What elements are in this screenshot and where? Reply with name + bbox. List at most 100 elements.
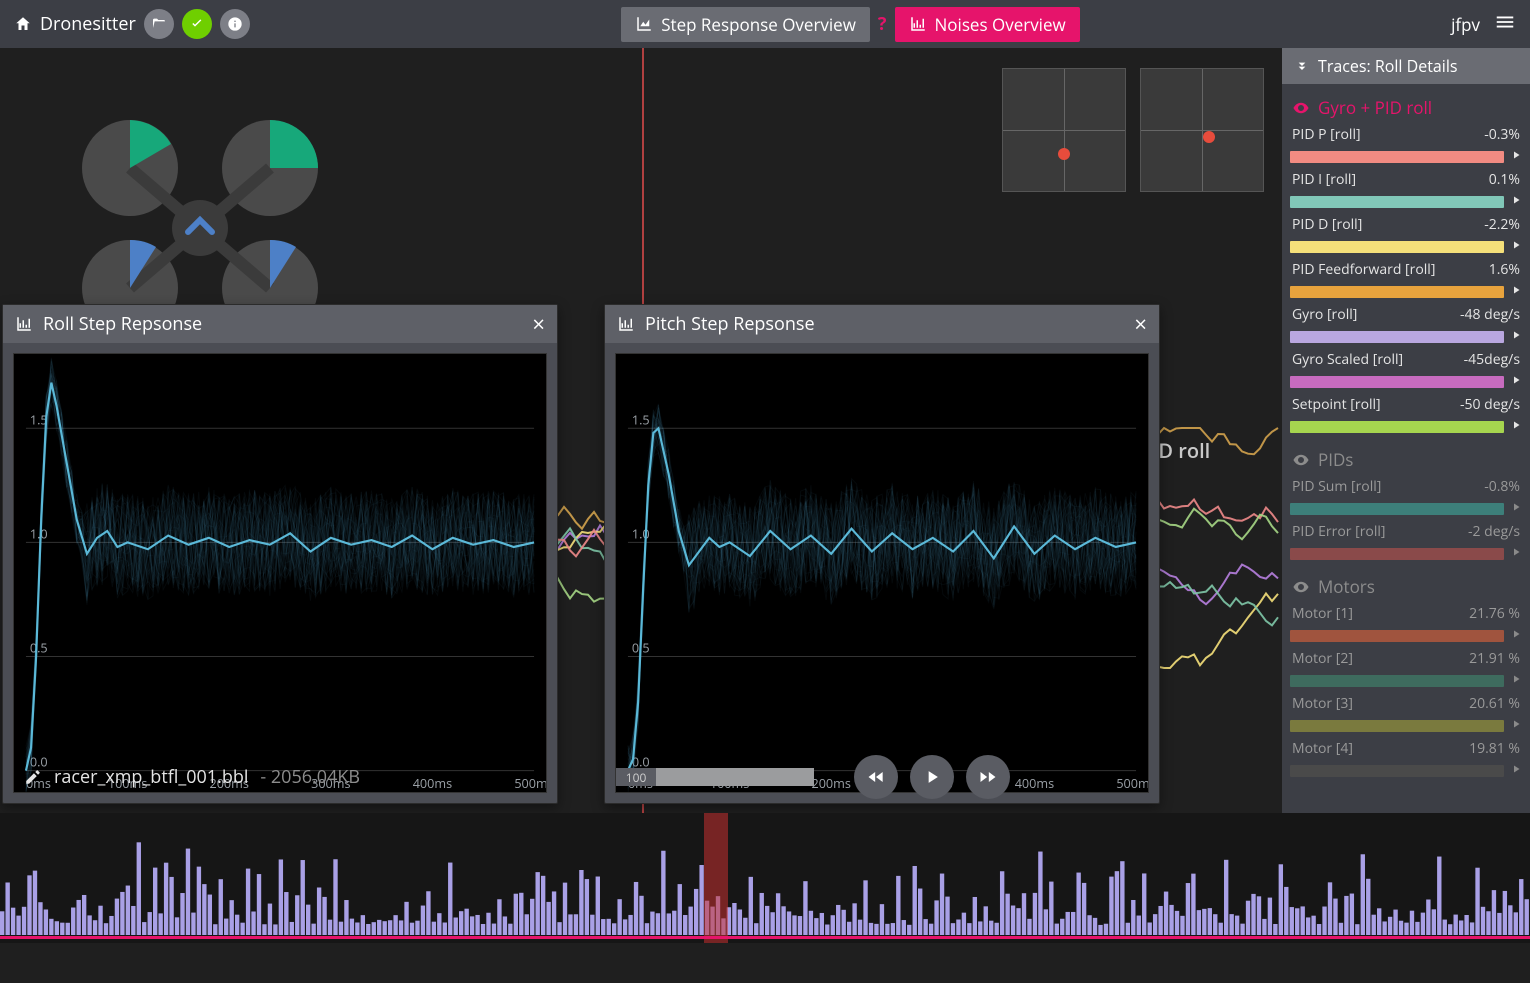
close-icon[interactable]: × — [532, 313, 545, 335]
trace-play-button[interactable] — [1510, 192, 1522, 211]
trace-label: Gyro [roll] — [1292, 305, 1357, 324]
trace-label: PID P [roll] — [1292, 125, 1361, 144]
stick-pad-right[interactable] — [1140, 68, 1264, 192]
file-size: 2056.04KB — [271, 765, 360, 789]
brand-home[interactable]: Dronesitter — [14, 12, 136, 36]
trace-label: PID Sum [roll] — [1292, 477, 1381, 496]
status-ok-button[interactable] — [182, 9, 212, 39]
trace-color-bar[interactable] — [1290, 630, 1504, 642]
timeline[interactable] — [0, 813, 1530, 943]
trace-row: PID D [roll] -2.2% — [1290, 215, 1522, 256]
info-button[interactable] — [220, 9, 250, 39]
trace-label: Motor [4] — [1292, 739, 1353, 758]
trace-value: -45deg/s — [1464, 350, 1520, 369]
tab-noise-label: Noises Overview — [935, 13, 1066, 36]
chart-bar-icon — [909, 15, 927, 33]
svg-text:0.5: 0.5 — [30, 639, 48, 657]
main-area: PID roll Roll Step Repsonse × 0.00.51.01… — [0, 48, 1530, 813]
trace-play-button[interactable] — [1510, 282, 1522, 301]
trace-row: Motor [1] 21.76 % — [1290, 604, 1522, 645]
trace-color-bar[interactable] — [1290, 720, 1504, 732]
section-toggle-gyro_pid_roll[interactable]: Gyro + PID roll — [1292, 96, 1522, 119]
tab-step-label: Step Response Overview — [661, 13, 856, 36]
trace-row: Setpoint [roll] -50 deg/s — [1290, 395, 1522, 436]
close-icon[interactable]: × — [1134, 313, 1147, 335]
trace-row: PID Sum [roll] -0.8% — [1290, 477, 1522, 518]
trace-label: Motor [2] — [1292, 649, 1353, 668]
trace-color-bar[interactable] — [1290, 376, 1504, 388]
trace-value: 20.61 % — [1469, 694, 1520, 713]
trace-color-bar[interactable] — [1290, 331, 1504, 343]
trace-play-button[interactable] — [1510, 237, 1522, 256]
trace-row: PID Feedforward [roll] 1.6% — [1290, 260, 1522, 301]
trace-color-bar[interactable] — [1290, 241, 1504, 253]
trace-play-button[interactable] — [1510, 544, 1522, 563]
play-button[interactable] — [910, 755, 954, 799]
trace-row: PID I [roll] 0.1% — [1290, 170, 1522, 211]
menu-button[interactable] — [1494, 11, 1516, 38]
sidebar-section-motors: Motors Motor [1] 21.76 % Motor [2] 21. — [1282, 575, 1530, 780]
timeline-cursor[interactable] — [704, 813, 728, 943]
chart-bar-icon — [15, 315, 33, 333]
sidebar-section-pids: PIDs PID Sum [roll] -0.8% PID Error [rol… — [1282, 448, 1530, 563]
trace-label: Motor [1] — [1292, 604, 1353, 623]
trace-color-bar[interactable] — [1290, 286, 1504, 298]
trace-play-button[interactable] — [1510, 761, 1522, 780]
trace-play-button[interactable] — [1510, 716, 1522, 735]
window-roll-step: Roll Step Repsonse × 0.00.51.01.50ms100m… — [2, 304, 558, 804]
info-icon — [227, 16, 243, 32]
sidebar-header[interactable]: Traces: Roll Details — [1282, 48, 1530, 84]
chart-roll-step[interactable]: 0.00.51.01.50ms100ms200ms300ms400ms500ms — [13, 353, 547, 793]
bars-icon — [1494, 11, 1516, 33]
load-bar — [656, 768, 814, 786]
play-icon — [922, 767, 942, 787]
help-icon[interactable]: ? — [878, 12, 887, 36]
trace-color-bar[interactable] — [1290, 675, 1504, 687]
section-toggle-motors[interactable]: Motors — [1292, 575, 1522, 598]
trace-play-button[interactable] — [1510, 626, 1522, 645]
forward-icon — [978, 767, 998, 787]
fastfwd-button[interactable] — [966, 755, 1010, 799]
open-file-button[interactable] — [144, 9, 174, 39]
chart-line-icon — [635, 15, 653, 33]
trace-value: 21.91 % — [1469, 649, 1520, 668]
trace-play-button[interactable] — [1510, 671, 1522, 690]
trace-play-button[interactable] — [1510, 372, 1522, 391]
trace-color-bar[interactable] — [1290, 196, 1504, 208]
trace-label: Setpoint [roll] — [1292, 395, 1381, 414]
trace-row: Motor [2] 21.91 % — [1290, 649, 1522, 690]
tab-step-response[interactable]: Step Response Overview — [621, 7, 870, 42]
trace-color-bar[interactable] — [1290, 548, 1504, 560]
trace-color-bar[interactable] — [1290, 765, 1504, 777]
file-info[interactable]: racer_xmp_btfl_001.bbl - 2056.04KB — [24, 765, 360, 789]
window-pitch-titlebar[interactable]: Pitch Step Repsonse × — [605, 305, 1159, 343]
edit-icon — [24, 768, 42, 786]
trace-row: PID P [roll] -0.3% — [1290, 125, 1522, 166]
trace-value: 0.1% — [1489, 170, 1520, 189]
folder-open-icon — [151, 16, 167, 32]
tab-noises[interactable]: Noises Overview — [895, 7, 1080, 42]
rewind-button[interactable] — [854, 755, 898, 799]
trace-play-button[interactable] — [1510, 499, 1522, 518]
trace-color-bar[interactable] — [1290, 503, 1504, 515]
window-roll-titlebar[interactable]: Roll Step Repsonse × — [3, 305, 557, 343]
trace-color-bar[interactable] — [1290, 421, 1504, 433]
transport-controls — [854, 755, 1010, 799]
trace-label: Motor [3] — [1292, 694, 1353, 713]
trace-value: -50 deg/s — [1460, 395, 1520, 414]
section-toggle-pids[interactable]: PIDs — [1292, 448, 1522, 471]
user-label[interactable]: jfpv — [1451, 13, 1480, 36]
trace-row: PID Error [roll] -2 deg/s — [1290, 522, 1522, 563]
trace-color-bar[interactable] — [1290, 151, 1504, 163]
timeline-baseline — [0, 936, 1530, 939]
trace-label: Gyro Scaled [roll] — [1292, 350, 1403, 369]
trace-value: -2.2% — [1484, 215, 1520, 234]
trace-value: -0.8% — [1484, 477, 1520, 496]
trace-play-button[interactable] — [1510, 327, 1522, 346]
trace-play-button[interactable] — [1510, 147, 1522, 166]
file-name: racer_xmp_btfl_001.bbl — [54, 765, 248, 789]
trace-play-button[interactable] — [1510, 417, 1522, 436]
trace-row: Motor [3] 20.61 % — [1290, 694, 1522, 735]
stick-pad-left[interactable] — [1002, 68, 1126, 192]
chart-pitch-step[interactable]: 0.00.51.01.50ms100ms200ms300ms400ms500ms — [615, 353, 1149, 793]
